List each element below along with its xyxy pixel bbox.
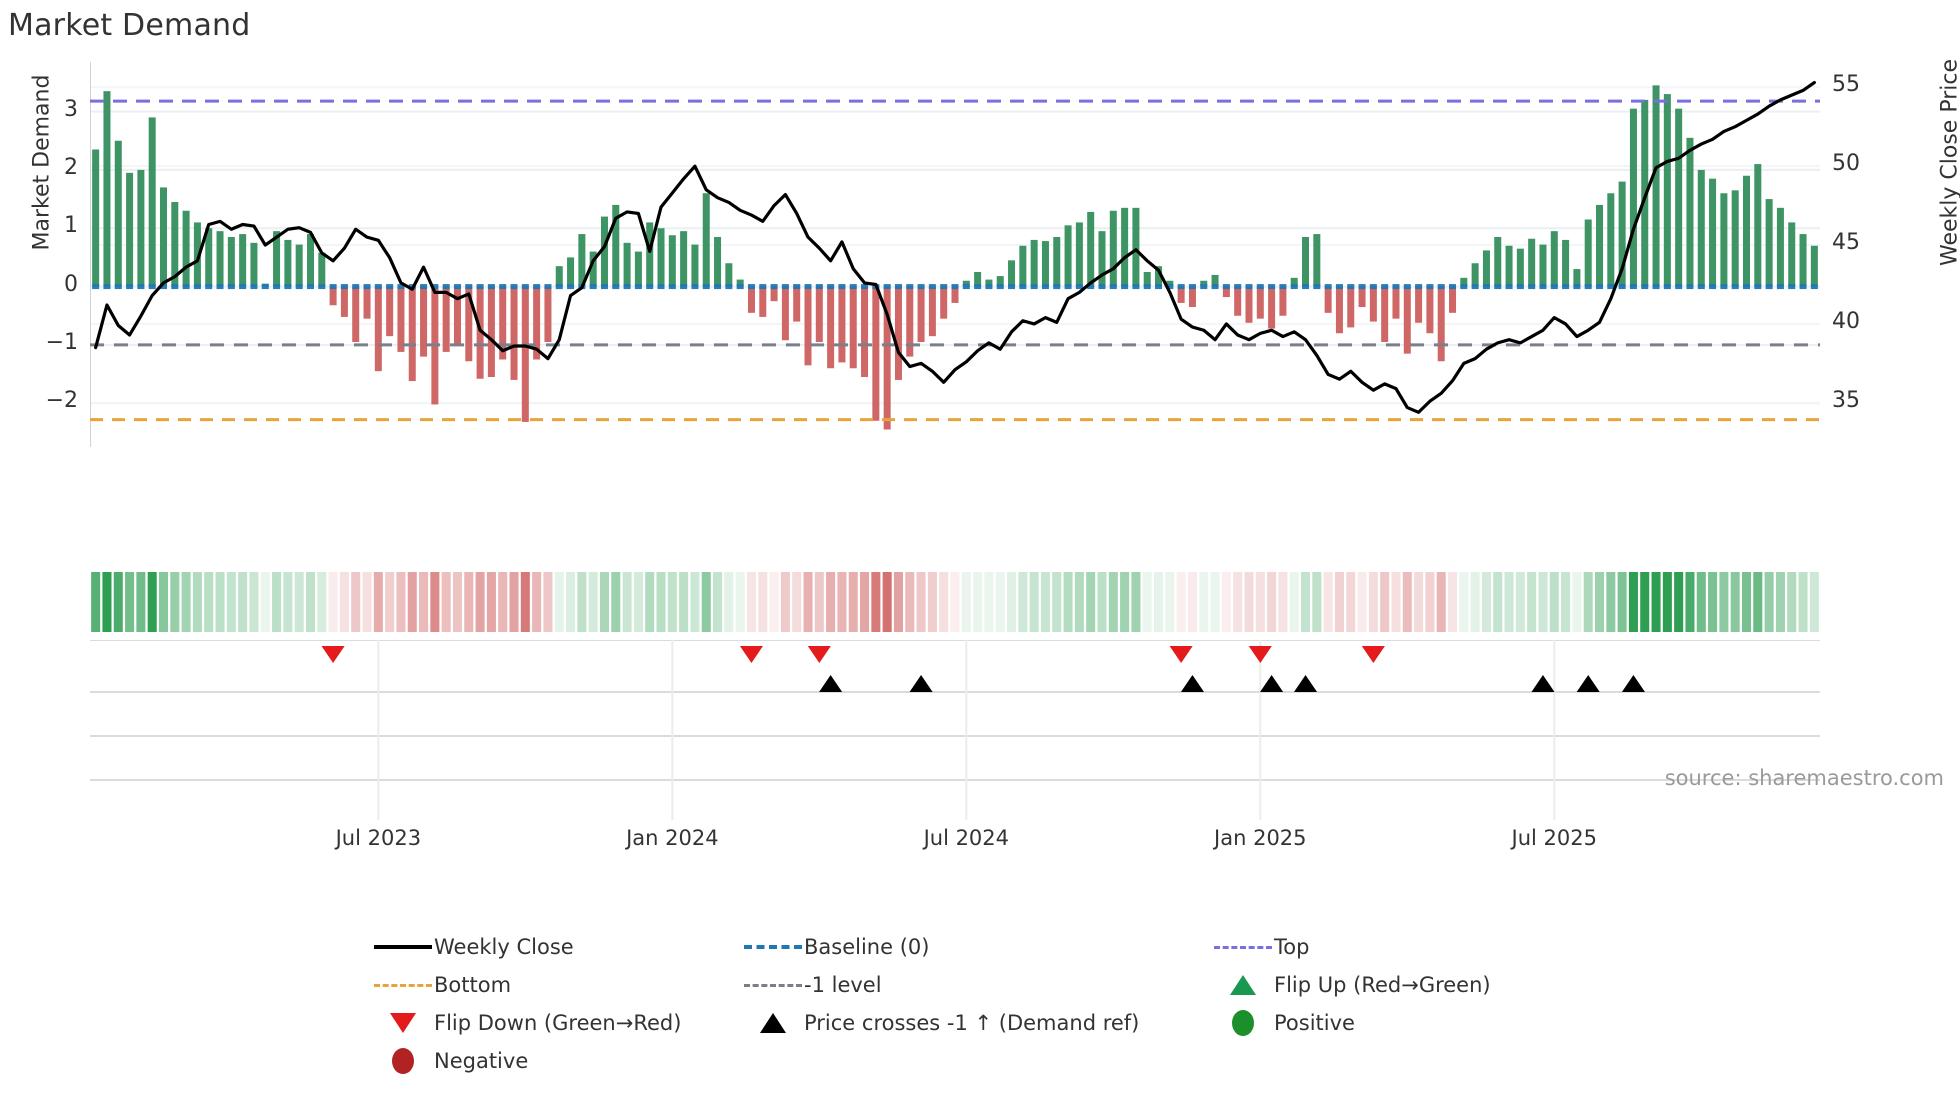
y-tick-left-3: 0 — [64, 271, 78, 297]
weekly-close-line-icon — [372, 935, 434, 959]
y-tick-right-0: 55 — [1832, 72, 1860, 98]
legend-label: Positive — [1274, 1011, 1355, 1035]
y-tick-left-4: −1 — [45, 329, 78, 355]
y-tick-right-1: 50 — [1832, 151, 1860, 177]
legend-item-line-dotted-orange[interactable]: Bottom — [372, 966, 742, 1004]
legend-item-triangle-up-black[interactable]: Price crosses -1 ↑ (Demand ref) — [742, 1004, 1212, 1042]
source-attribution: source: sharemaestro.com — [1664, 766, 1944, 790]
y-tick-left-5: −2 — [45, 388, 78, 414]
legend-item-triangle-down-red[interactable]: Flip Down (Green→Red) — [372, 1004, 742, 1042]
x-tick-4: Jul 2025 — [1511, 826, 1597, 850]
legend-label: Weekly Close — [434, 935, 574, 959]
y-tick-right-2: 45 — [1832, 230, 1860, 256]
y-tick-left-1: 2 — [64, 154, 78, 180]
flip-up-triangle-icon — [1212, 973, 1274, 997]
legend-item-line-dashed-blue[interactable]: Baseline (0) — [742, 928, 1212, 966]
y-tick-right-4: 35 — [1832, 387, 1860, 413]
marker-panel — [90, 640, 1820, 820]
legend-item-triangle-up-green[interactable]: Flip Up (Red→Green) — [1212, 966, 1632, 1004]
legend-label: Baseline (0) — [804, 935, 930, 959]
legend-item-line-dotted-gray[interactable]: -1 level — [742, 966, 1212, 1004]
y-axis-right-label: Weekly Close Price — [1937, 59, 1960, 266]
legend-item-line-dotted-purple[interactable]: Top — [1212, 928, 1632, 966]
negative-dot-icon — [372, 1048, 434, 1074]
y-tick-left-0: 3 — [64, 96, 78, 122]
x-tick-0: Jul 2023 — [335, 826, 422, 850]
y-tick-right-3: 40 — [1832, 308, 1860, 334]
top-line-icon — [1212, 935, 1274, 959]
positive-dot-icon — [1212, 1010, 1274, 1036]
page-title: Market Demand — [8, 8, 251, 43]
legend-item-dot-darkred[interactable]: Negative — [372, 1042, 742, 1080]
minus-one-level-line-icon — [742, 973, 804, 997]
legend-row: Negative — [372, 1042, 1632, 1080]
legend-label: Flip Down (Green→Red) — [434, 1011, 682, 1035]
flip-down-triangle-icon — [372, 1011, 434, 1035]
chart-legend: Weekly Close Baseline (0) Top Bottom -1 leve… — [372, 928, 1632, 1080]
x-tick-2: Jul 2024 — [923, 826, 1010, 850]
bottom-line-icon — [372, 973, 434, 997]
legend-label: Negative — [434, 1049, 529, 1073]
legend-label: -1 level — [804, 973, 882, 997]
legend-item-dot-green[interactable]: Positive — [1212, 1004, 1632, 1042]
baseline-line-icon — [742, 935, 804, 959]
main-plot-area — [90, 62, 1820, 447]
legend-label: Flip Up (Red→Green) — [1274, 973, 1491, 997]
demand-heatmap-strip — [90, 572, 1820, 632]
legend-label: Bottom — [434, 973, 512, 997]
legend-label: Top — [1274, 935, 1310, 959]
y-tick-left-2: 1 — [64, 213, 78, 239]
legend-row: Flip Down (Green→Red) Price crosses -1 ↑ … — [372, 1004, 1632, 1042]
x-tick-3: Jan 2025 — [1214, 826, 1307, 850]
legend-row: Weekly Close Baseline (0) Top — [372, 928, 1632, 966]
legend-row: Bottom -1 level Flip Up (Red→Green) — [372, 966, 1632, 1004]
x-tick-1: Jan 2024 — [626, 826, 719, 850]
legend-item-line-solid-black[interactable]: Weekly Close — [372, 928, 742, 966]
price-cross-triangle-icon — [742, 1011, 804, 1035]
legend-label: Price crosses -1 ↑ (Demand ref) — [804, 1011, 1140, 1035]
